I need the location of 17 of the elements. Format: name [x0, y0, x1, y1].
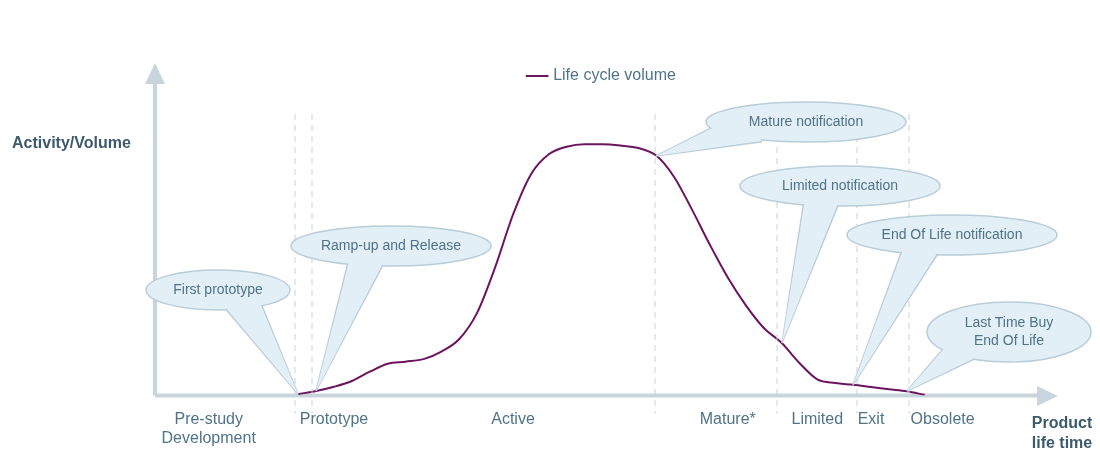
x-tick-label: Active	[491, 409, 535, 427]
x-tick-label: Pre-study Development	[161, 409, 257, 446]
annotation: First prototype	[173, 280, 264, 297]
annotation: Ramp-up and Release	[321, 236, 462, 253]
annotation: End Of Life notification	[881, 225, 1023, 242]
x-axis-title: Product life time	[1031, 414, 1093, 452]
x-tick-label: Obsolete	[910, 409, 975, 427]
speech-bubble: First prototype	[144, 268, 301, 397]
x-tick-label: Prototype	[299, 409, 369, 427]
x-tick-label: Exit	[857, 409, 885, 427]
x-tick-label: Mature*	[699, 409, 756, 427]
speech-bubble: Ramp-up and Release	[289, 224, 494, 394]
x-tick-label: Limited	[791, 409, 844, 427]
y-axis-title: Activity/Volume	[12, 134, 131, 152]
annotation: Last Time Buy End Of Life	[964, 314, 1054, 349]
legend-label: Life cycle volume	[553, 66, 676, 84]
annotation: Limited notification	[781, 176, 898, 193]
